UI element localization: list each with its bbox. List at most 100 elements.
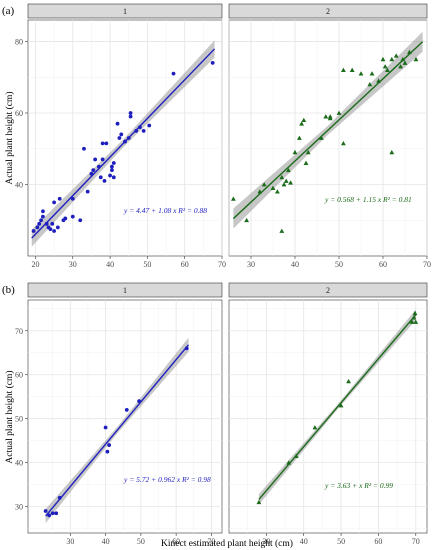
panel-2: 2 30 40 50 60 70 y = 0.568 + 1.15 x R² = 0.81	[228, 3, 431, 269]
x-tick-label: 50	[335, 260, 343, 269]
data-point	[398, 64, 403, 69]
data-point	[413, 319, 419, 324]
x-tick-label: 70	[412, 537, 420, 546]
data-point	[134, 128, 139, 133]
data-point	[41, 209, 45, 214]
data-point	[91, 168, 96, 173]
data-point	[184, 346, 189, 351]
regression-line	[232, 41, 424, 220]
x-tick-label: 40	[291, 260, 299, 269]
x-tick-label: 60	[172, 537, 180, 546]
data-point	[108, 173, 112, 178]
data-point	[37, 221, 42, 226]
data-point	[382, 64, 388, 69]
y-tick-label: 60	[15, 371, 23, 380]
y-tick-label: 70	[15, 327, 23, 336]
data-point	[57, 196, 62, 201]
data-point	[257, 189, 263, 194]
x-tick-label: 30	[69, 260, 77, 269]
x-tick-label: 70	[423, 260, 431, 269]
y-tick-label: 80	[15, 37, 23, 46]
data-point	[279, 174, 285, 180]
data-point	[96, 164, 101, 169]
data-point	[312, 425, 318, 430]
data-point	[367, 81, 373, 87]
data-point	[407, 49, 412, 55]
regression-equation: y = 4.47 + 1.08 x R² = 0.88	[123, 206, 207, 215]
data-point	[400, 56, 406, 62]
data-point	[52, 200, 57, 205]
regression-line	[31, 48, 216, 239]
data-point	[119, 132, 124, 137]
x-tick-label: 20	[31, 260, 39, 269]
y-axis-title: Actual plant height (cm)	[4, 370, 15, 463]
data-point	[138, 125, 142, 130]
data-point	[100, 141, 105, 146]
data-point	[44, 221, 49, 226]
data-point	[85, 189, 90, 194]
data-point	[63, 216, 68, 221]
data-point	[301, 117, 307, 123]
x-tick-label: 30	[262, 537, 270, 546]
data-point	[292, 149, 298, 155]
data-point	[286, 460, 292, 465]
data-point	[89, 171, 94, 176]
data-point	[283, 178, 289, 183]
data-point	[341, 67, 346, 72]
data-point	[231, 196, 236, 201]
data-point	[48, 227, 53, 232]
y-tick-label: 30	[15, 503, 23, 512]
panel-3: 1 30 40 50 60 70 30 40 50 60 70 y = 5.72 + 0.962 x …	[2, 282, 223, 546]
data-point	[55, 225, 60, 230]
data-point	[256, 499, 262, 505]
data-point	[299, 121, 304, 126]
data-point	[98, 175, 103, 180]
x-tick-label: 70	[207, 537, 215, 546]
data-point	[82, 146, 86, 151]
data-point	[39, 218, 43, 223]
data-point	[52, 229, 57, 233]
panel-1: 1 20 30 40 50 60 70 40 60 80 y = 4.47 + 1.08 x R² …	[2, 3, 226, 269]
data-point	[111, 175, 116, 180]
facet-strip-label: 1	[123, 286, 127, 295]
y-tick-label: 40	[15, 180, 23, 189]
x-tick-label: 40	[300, 537, 308, 546]
data-point	[124, 408, 129, 412]
data-point	[31, 229, 36, 233]
data-point	[411, 315, 417, 320]
data-point	[303, 160, 309, 165]
x-tick-label: 30	[247, 260, 255, 269]
data-point	[327, 115, 333, 121]
data-point	[319, 135, 324, 140]
facet-strip	[228, 282, 428, 298]
data-point	[141, 128, 146, 133]
data-point	[376, 78, 381, 83]
x-tick-label: 60	[374, 537, 382, 546]
data-point	[297, 135, 302, 140]
data-point	[41, 214, 45, 219]
data-point	[115, 121, 120, 126]
x-tick-label: 50	[337, 537, 345, 546]
data-point	[107, 443, 112, 447]
data-point	[413, 56, 419, 62]
data-point	[385, 67, 390, 72]
data-point	[261, 182, 267, 187]
data-point	[57, 495, 62, 500]
data-point	[128, 114, 133, 119]
data-point	[358, 71, 364, 76]
data-point	[147, 123, 152, 128]
data-point	[47, 513, 52, 518]
data-point	[54, 511, 59, 516]
regression-line	[258, 314, 417, 500]
data-point	[288, 180, 293, 185]
data-point	[338, 403, 344, 408]
data-point	[43, 509, 48, 513]
data-point	[50, 511, 55, 516]
data-point	[128, 111, 133, 115]
data-point	[389, 56, 395, 62]
data-point	[111, 161, 116, 165]
data-point	[105, 449, 110, 454]
data-point	[93, 157, 98, 162]
y-axis-title: Actual plant height (cm)	[4, 91, 15, 184]
data-point	[275, 189, 280, 194]
